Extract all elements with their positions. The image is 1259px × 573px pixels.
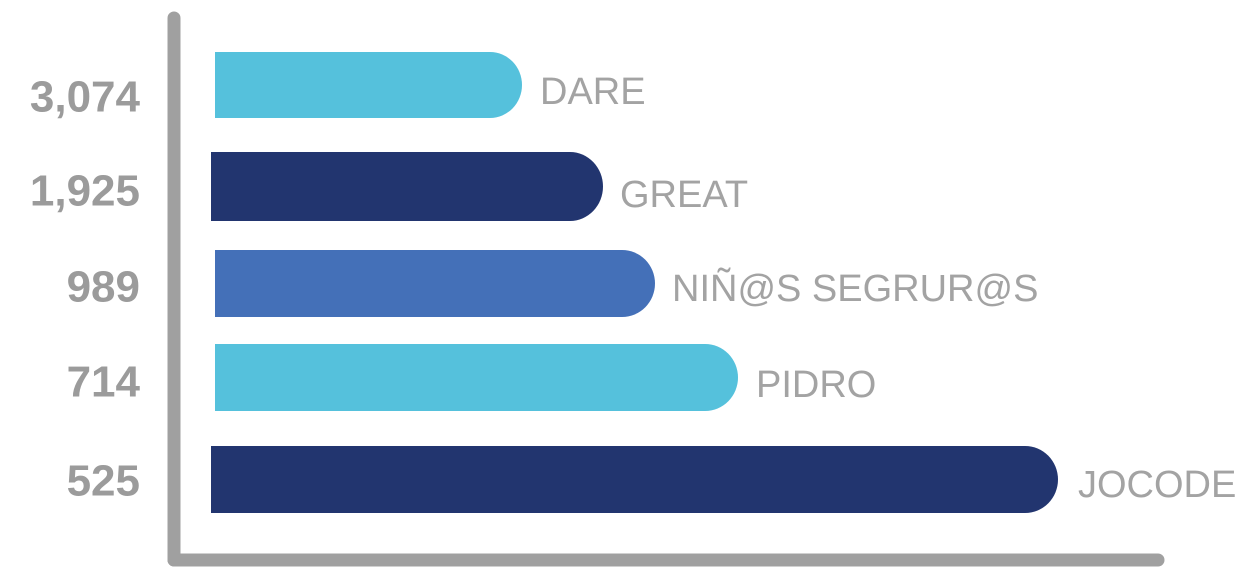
bar bbox=[215, 344, 739, 411]
value-label: 714 bbox=[67, 358, 141, 407]
bar bbox=[211, 152, 603, 221]
bar-label: PIDRO bbox=[756, 364, 876, 406]
value-label: 525 bbox=[67, 457, 140, 506]
value-label: 989 bbox=[67, 263, 140, 312]
bar-label: NIÑ@S SEGRUR@S bbox=[672, 267, 1038, 310]
values: 3,074 1,925 989 714 525 bbox=[30, 73, 141, 506]
names: DARE GREAT NIÑ@S SEGRUR@S PIDRO JOCODE bbox=[540, 71, 1236, 506]
bar-label: DARE bbox=[540, 71, 646, 113]
bar bbox=[215, 250, 656, 317]
bars bbox=[211, 52, 1058, 513]
bar bbox=[211, 446, 1058, 513]
bar-label: GREAT bbox=[620, 174, 748, 216]
value-label: 1,925 bbox=[30, 167, 140, 216]
bar-label: JOCODE bbox=[1078, 464, 1236, 506]
bar bbox=[215, 52, 522, 118]
value-label: 3,074 bbox=[30, 73, 141, 122]
axes bbox=[167, 11, 1165, 567]
